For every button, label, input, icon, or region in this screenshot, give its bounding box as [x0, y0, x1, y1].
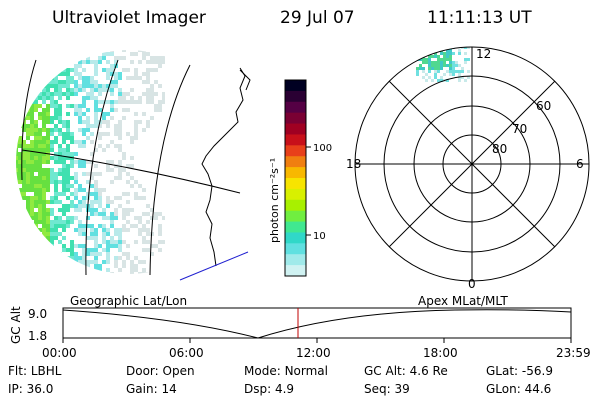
status-glon-value: 44.6 [524, 382, 552, 396]
mlt-label-6: 6 [576, 157, 584, 171]
status-ip: IP: 36.0 [8, 382, 53, 396]
polar-plot: 12 0 18 6 60 70 80 [346, 46, 590, 290]
date-label: 29 Jul 07 [280, 8, 355, 28]
status-seq-value: 39 [394, 382, 410, 396]
status-glon-label: GLon: [486, 382, 521, 396]
status-seq-label: Seq: [364, 382, 391, 396]
timeline-xtick-2359: 23:59 [556, 346, 591, 360]
colorbar-gradient [285, 80, 306, 277]
status-glon: GLon: 44.6 [486, 382, 551, 396]
status-dsp-value: 4.9 [274, 382, 295, 396]
status-gc-alt-value: 4.6 Re [409, 364, 448, 378]
status-door-value: Open [162, 364, 195, 378]
status-gc-alt: GC Alt: 4.6 Re [364, 364, 448, 378]
colorbar-frame [284, 79, 307, 277]
mlt-label-18: 18 [346, 157, 361, 171]
orbit-track-line [179, 251, 249, 281]
timeline-xtick-0600: 06:00 [169, 346, 204, 360]
meridian-line [21, 59, 37, 181]
mlt-label-12: 12 [476, 47, 491, 61]
timeline-xtick-1800: 18:00 [423, 346, 458, 360]
status-flt-value: LBHL [30, 364, 62, 378]
status-door-label: Door: [126, 364, 159, 378]
status-flt: Flt: LBHL [8, 364, 61, 378]
status-dsp: Dsp: 4.9 [244, 382, 294, 396]
polar-axis-diagonal [388, 80, 556, 248]
geographic-label: Geographic Lat/Lon [70, 294, 188, 308]
status-door: Door: Open [126, 364, 195, 378]
timeline-ytick-max: 9.0 [28, 307, 47, 321]
status-gain-label: Gain: [126, 382, 158, 396]
status-mode-label: Mode: [244, 364, 281, 378]
mlat-label-60: 60 [536, 99, 551, 113]
status-seq: Seq: 39 [364, 382, 410, 396]
coastline [239, 69, 251, 91]
status-glat: GLat: -56.9 [486, 364, 553, 378]
apex-label: Apex MLat/MLT [418, 294, 508, 308]
mlat-label-70: 70 [512, 122, 527, 136]
colorbar: 100 10 photon cm⁻²s⁻¹ [268, 79, 332, 277]
geographic-image [16, 50, 251, 281]
status-gain-value: 14 [161, 382, 177, 396]
status-ip-value: 36.0 [26, 382, 54, 396]
status-gain: Gain: 14 [126, 382, 177, 396]
timeline-axis-title: GC Alt [9, 306, 23, 344]
status-glat-label: GLat: [486, 364, 519, 378]
timeline-ytick-min: 1.8 [28, 329, 47, 343]
status-ip-label: IP: [8, 382, 23, 396]
status-dsp-label: Dsp: [244, 382, 272, 396]
timeline-xtick-1200: 12:00 [296, 346, 331, 360]
altitude-curve [62, 309, 572, 339]
meridian-line [85, 59, 119, 276]
meridian-line [149, 64, 191, 276]
altitude-timeline: GC Alt 9.0 1.8 00:00 06:00 12:00 18:00 2… [9, 306, 591, 360]
mlt-label-0: 0 [468, 277, 476, 290]
coastline [201, 67, 246, 267]
status-flt-label: Flt: [8, 364, 27, 378]
instrument-title: Ultraviolet Imager [52, 8, 206, 28]
colorbar-tick-label-100: 100 [313, 143, 332, 154]
status-mode: Mode: Normal [244, 364, 328, 378]
mlat-label-80: 80 [492, 142, 507, 156]
timeline-xtick-0000: 00:00 [42, 346, 77, 360]
latitude-line [21, 149, 241, 194]
time-label: 11:11:13 UT [427, 8, 532, 28]
status-mode-value: Normal [284, 364, 328, 378]
status-glat-value: -56.9 [521, 364, 553, 378]
colorbar-tick-label-10: 10 [313, 231, 326, 242]
colorbar-unit-label: photon cm⁻²s⁻¹ [268, 158, 281, 243]
status-gc-alt-label: GC Alt: [364, 364, 406, 378]
